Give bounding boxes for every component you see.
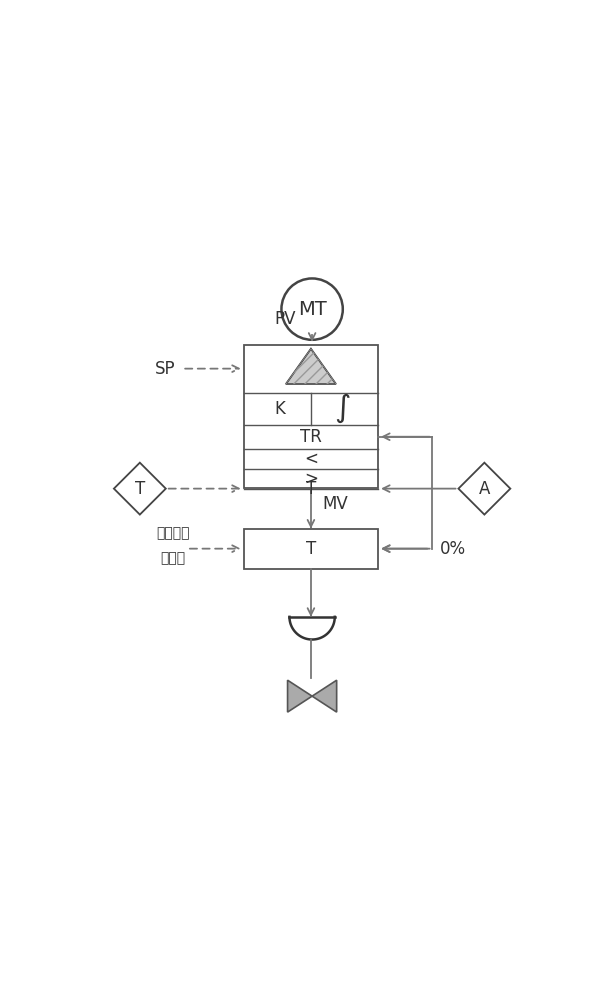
Text: T: T: [306, 540, 316, 558]
Text: K: K: [275, 400, 286, 418]
Polygon shape: [286, 349, 336, 384]
Text: MV: MV: [323, 495, 348, 513]
Text: 关状态: 关状态: [160, 551, 186, 565]
Text: SP: SP: [155, 360, 175, 378]
Text: TR: TR: [300, 428, 322, 446]
Text: >: >: [304, 470, 318, 488]
Bar: [244, 529, 378, 569]
Polygon shape: [287, 680, 312, 712]
Text: T: T: [135, 480, 145, 498]
Text: $\int$: $\int$: [334, 392, 350, 425]
Polygon shape: [312, 680, 337, 712]
Text: T: T: [306, 480, 316, 498]
Text: <: <: [304, 450, 318, 468]
Text: PV: PV: [274, 310, 295, 328]
Text: 0%: 0%: [440, 540, 466, 558]
Text: 电磁阀开: 电磁阀开: [156, 526, 189, 540]
Text: MT: MT: [298, 300, 326, 319]
Text: A: A: [479, 480, 490, 498]
Bar: [244, 345, 378, 488]
